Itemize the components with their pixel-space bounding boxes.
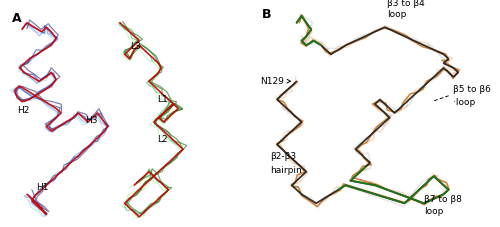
Text: hairpin: hairpin [270, 165, 302, 174]
Text: H1: H1 [36, 182, 49, 191]
Text: H2: H2 [17, 106, 29, 115]
Text: A: A [12, 12, 22, 25]
Text: N129: N129 [260, 76, 290, 85]
Text: L2: L2 [157, 135, 168, 144]
Text: L3: L3 [130, 42, 141, 51]
Text: ·loop: ·loop [454, 98, 475, 107]
Text: loop: loop [424, 206, 444, 215]
Text: loop: loop [387, 10, 406, 19]
Text: H3: H3 [86, 116, 98, 125]
Text: β5 to β6: β5 to β6 [454, 84, 492, 93]
Text: β7 to β8: β7 to β8 [424, 194, 462, 203]
Text: β3 to β4: β3 to β4 [387, 0, 425, 8]
Text: B: B [262, 8, 272, 21]
Text: β2-β3: β2-β3 [270, 152, 296, 161]
Text: L1: L1 [157, 94, 168, 103]
